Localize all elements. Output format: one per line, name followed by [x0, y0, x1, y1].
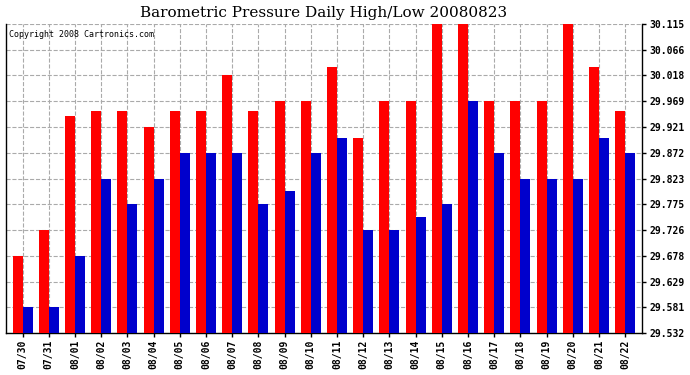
Bar [23, 307, 32, 333]
Bar [117, 111, 128, 333]
Bar [458, 24, 468, 333]
Bar [154, 178, 164, 333]
Bar [284, 191, 295, 333]
Bar [468, 101, 478, 333]
Bar [363, 230, 373, 333]
Bar [484, 101, 494, 333]
Bar [65, 117, 75, 333]
Bar [380, 101, 389, 333]
Bar [406, 101, 415, 333]
Bar [128, 204, 137, 333]
Bar [520, 178, 531, 333]
Bar [625, 153, 635, 333]
Bar [415, 217, 426, 333]
Bar [511, 101, 520, 333]
Bar [353, 138, 363, 333]
Bar [546, 178, 557, 333]
Bar [615, 111, 625, 333]
Bar [91, 111, 101, 333]
Bar [196, 111, 206, 333]
Title: Barometric Pressure Daily High/Low 20080823: Barometric Pressure Daily High/Low 20080… [140, 6, 507, 20]
Bar [258, 204, 268, 333]
Bar [563, 24, 573, 333]
Bar [49, 307, 59, 333]
Bar [75, 256, 85, 333]
Text: Copyright 2008 Cartronics.com: Copyright 2008 Cartronics.com [9, 30, 154, 39]
Bar [170, 111, 180, 333]
Bar [301, 101, 310, 333]
Bar [144, 126, 154, 333]
Bar [494, 153, 504, 333]
Bar [327, 66, 337, 333]
Bar [432, 24, 442, 333]
Bar [12, 256, 23, 333]
Bar [599, 138, 609, 333]
Bar [222, 75, 233, 333]
Bar [573, 178, 583, 333]
Bar [101, 178, 111, 333]
Bar [589, 66, 599, 333]
Bar [310, 153, 321, 333]
Bar [537, 101, 546, 333]
Bar [275, 101, 284, 333]
Bar [180, 153, 190, 333]
Bar [206, 153, 216, 333]
Bar [233, 153, 242, 333]
Bar [389, 230, 400, 333]
Bar [337, 138, 347, 333]
Bar [39, 230, 49, 333]
Bar [248, 111, 258, 333]
Bar [442, 204, 452, 333]
